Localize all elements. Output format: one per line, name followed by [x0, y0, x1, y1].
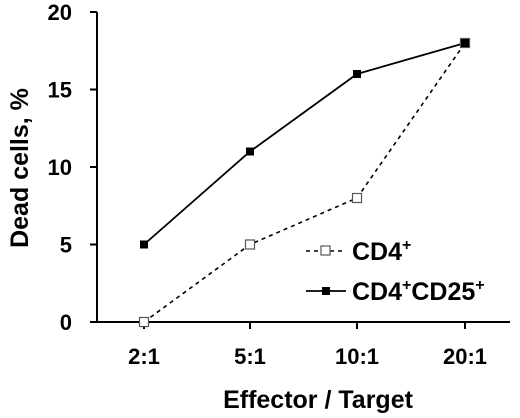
legend-label-cd4: CD4+ — [352, 237, 411, 266]
legend: CD4+ CD4+CD25+ — [306, 237, 485, 306]
legend-marker-cd4 — [320, 245, 331, 256]
legend-label-cd4-cd25-base2: CD25 — [411, 278, 475, 306]
x-ticks: 2:1 5:1 10:1 20:1 — [128, 322, 487, 369]
y-ticks: 0 5 10 15 20 — [48, 0, 97, 335]
series-layer — [138, 37, 471, 328]
y-axis-title: Dead cells, % — [6, 88, 34, 248]
legend-marker-cd4-cd25 — [322, 287, 330, 295]
series-line-cd4-cd25 — [143, 42, 466, 246]
series-line-cd4 — [143, 42, 466, 323]
legend-label-cd4-sup: + — [402, 237, 411, 254]
legend-label-cd4-cd25-sup: + — [402, 277, 411, 294]
y-tick-label: 20 — [48, 0, 72, 25]
data-point-cd4-cd25 — [140, 240, 148, 249]
legend-label-cd4-cd25-base: CD4 — [352, 278, 402, 306]
x-tick-label: 5:1 — [234, 344, 266, 369]
x-tick-label: 10:1 — [335, 344, 379, 369]
data-point-cd4 — [138, 316, 150, 328]
data-point-cd4-cd25 — [246, 147, 254, 156]
legend-item-cd4: CD4+ — [306, 237, 411, 266]
legend-label-cd4-cd25-sup2: + — [475, 277, 484, 294]
data-point-cd4-cd25 — [353, 70, 361, 78]
y-tick-label: 5 — [60, 233, 72, 258]
data-point-cd4 — [351, 192, 363, 204]
data-point-cd4-cd25 — [461, 39, 469, 47]
x-tick-label: 2:1 — [128, 344, 160, 369]
y-tick-label: 10 — [48, 155, 72, 180]
y-tick-label: 15 — [48, 78, 72, 103]
x-axis-title: Effector / Target — [223, 386, 414, 414]
legend-label-cd4-base: CD4 — [352, 238, 402, 266]
x-tick-label: 20:1 — [443, 344, 487, 369]
data-point-cd4 — [244, 239, 256, 250]
legend-item-cd4-cd25: CD4+CD25+ — [306, 277, 485, 306]
y-tick-label: 0 — [60, 310, 72, 335]
legend-label-cd4-cd25: CD4+CD25+ — [352, 277, 485, 306]
